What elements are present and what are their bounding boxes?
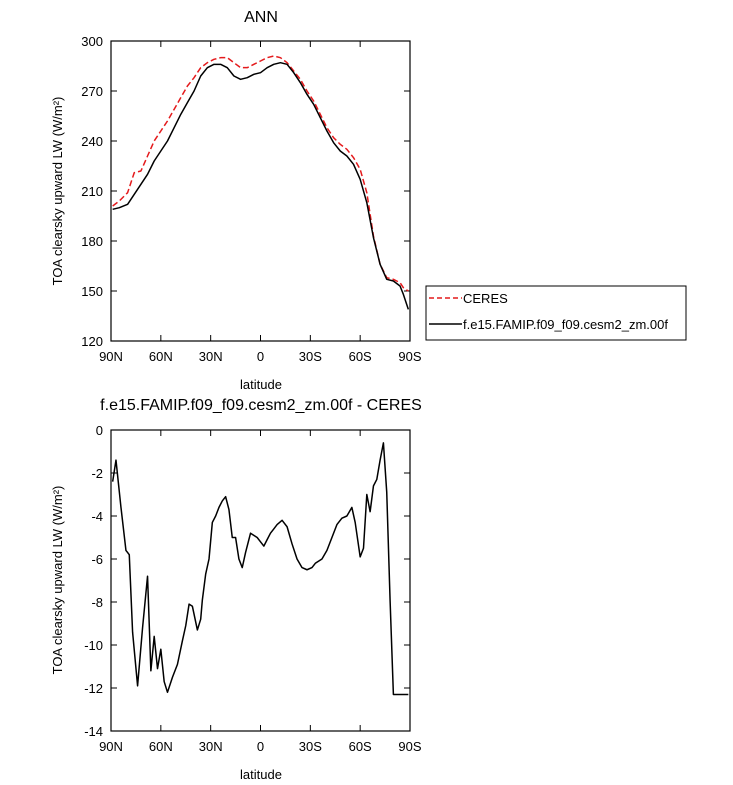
top-xtick-label: 90S (398, 349, 421, 364)
bottom-xtick-label: 90N (99, 739, 123, 754)
bottom-x-axis-title: latitude (240, 767, 282, 782)
top-ytick-label: 180 (81, 234, 103, 249)
top-ytick-label: 300 (81, 34, 103, 49)
top-xtick-label: 90N (99, 349, 123, 364)
bottom-xtick-label: 0 (257, 739, 264, 754)
bottom-ytick-label: -4 (91, 509, 103, 524)
top-ytick-label: 120 (81, 334, 103, 349)
legend: CERES f.e15.FAMIP.f09_f09.cesm2_zm.00f (425, 285, 687, 341)
top-chart-title: ANN (244, 9, 278, 26)
bottom-ytick-label: -6 (91, 552, 103, 567)
bottom-xtick-label: 90S (398, 739, 421, 754)
bottom-xtick-label: 30N (199, 739, 223, 754)
bottom-series-line-0 (111, 442, 409, 696)
bottom-series-group (111, 442, 409, 696)
bottom-plot-frame (110, 429, 411, 732)
top-ytick-label: 270 (81, 84, 103, 99)
bottom-xtick-label: 60S (349, 739, 372, 754)
bottom-y-axis-title: TOA clearsky upward LW (W/m²) (50, 486, 65, 675)
top-xtick-label: 30S (299, 349, 322, 364)
top-y-axis-title: TOA clearsky upward LW (W/m²) (50, 97, 65, 286)
top-chart: ANN 120 150 180 210 240 270 300 90N 60N 30N 0 30S 60… (50, 9, 687, 392)
top-series-group (112, 55, 410, 310)
top-xtick-label: 0 (257, 349, 264, 364)
bottom-axis-ticks: -14 -12 -10 -8 -6 -4 -2 0 90N 60N 30N 0 30S 60S 90S (84, 423, 422, 754)
bottom-ytick-label: -14 (84, 724, 103, 739)
top-x-axis-title: latitude (240, 377, 282, 392)
bottom-ytick-label: -8 (91, 595, 103, 610)
bottom-chart-title: f.e15.FAMIP.f09_f09.cesm2_zm.00f - CERES (100, 397, 422, 414)
bottom-ytick-label: -12 (84, 681, 103, 696)
legend-box (425, 285, 687, 341)
bottom-ytick-label: -2 (91, 466, 103, 481)
top-xtick-label: 60N (149, 349, 173, 364)
bottom-ytick-label: 0 (96, 423, 103, 438)
bottom-ytick-label: -10 (84, 638, 103, 653)
bottom-xtick-label: 30S (299, 739, 322, 754)
top-series-line-1 (112, 61, 410, 310)
top-plot-frame (110, 40, 411, 342)
bottom-xtick-label: 60N (149, 739, 173, 754)
top-xtick-label: 60S (349, 349, 372, 364)
top-ytick-label: 210 (81, 184, 103, 199)
top-xtick-label: 30N (199, 349, 223, 364)
legend-label-model: f.e15.FAMIP.f09_f09.cesm2_zm.00f (463, 317, 668, 332)
top-ytick-label: 240 (81, 134, 103, 149)
top-axis-ticks: 120 150 180 210 240 270 300 90N 60N 30N 0 30S 60S 90S (81, 34, 422, 364)
bottom-chart: f.e15.FAMIP.f09_f09.cesm2_zm.00f - CERES… (50, 397, 422, 782)
legend-label-ceres: CERES (463, 291, 508, 306)
top-ytick-label: 150 (81, 284, 103, 299)
top-series-line-0 (112, 55, 409, 292)
